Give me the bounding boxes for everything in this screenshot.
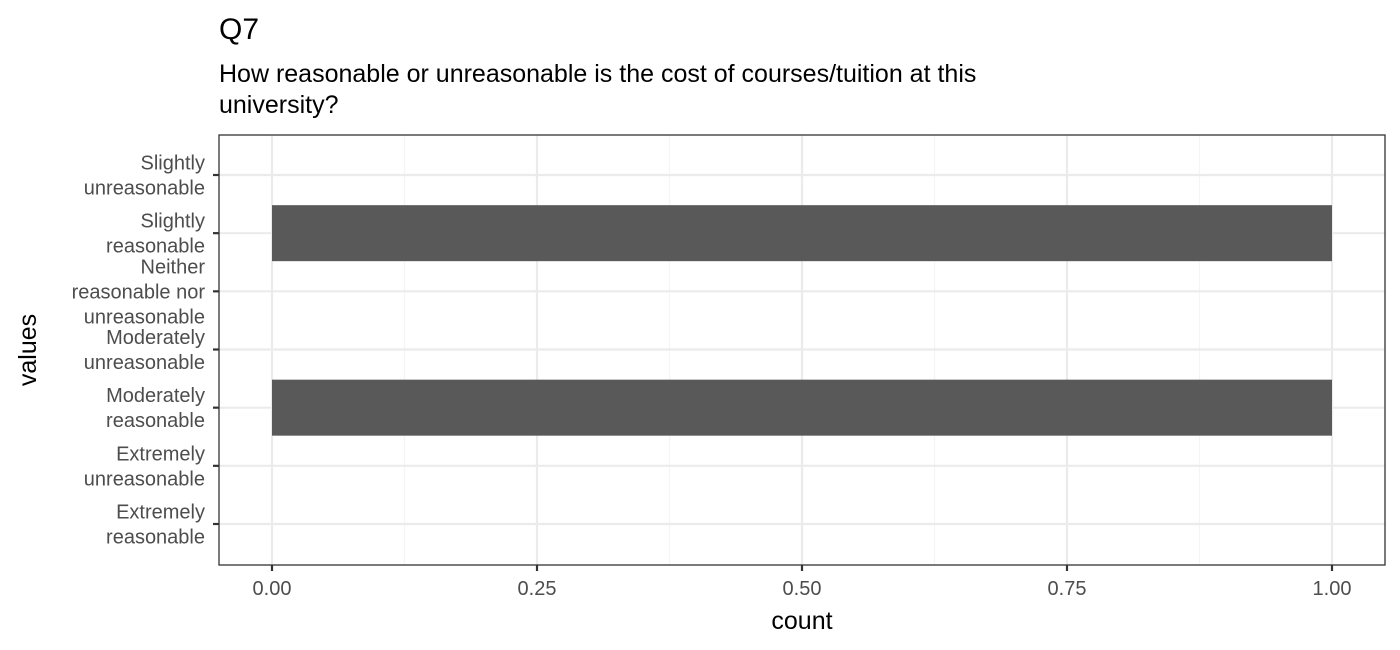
y-tick-label: Neither [141,256,206,278]
chart-title: Q7 [219,13,259,46]
y-tick-label: reasonable [106,410,205,432]
x-tick-label: 0.50 [783,578,822,600]
x-tick-label: 0.75 [1048,578,1087,600]
y-tick-label: unreasonable [84,352,205,374]
chart-subtitle-line-2: university? [219,91,339,119]
y-tick-label: Moderately [106,385,205,407]
y-tick-label: reasonable [106,236,205,258]
plot-panel [218,134,1386,566]
y-tick-label: Extremely [116,443,205,465]
y-tick-label: Slightly [141,211,205,233]
bar [272,379,1332,436]
y-tick-label: reasonable [106,527,205,549]
y-axis-title: values [14,314,42,386]
chart-subtitle-line-1: How reasonable or unreasonable is the co… [219,60,976,88]
y-axis: SlightlyunreasonableSlightlyreasonableNe… [72,153,219,549]
x-tick-label: 0.00 [253,578,292,600]
x-axis: 0.00 0.25 0.50 0.75 1.00 [253,565,1352,600]
x-tick-label: 0.25 [518,578,557,600]
y-tick-label: unreasonable [84,178,205,200]
y-tick-label: unreasonable [84,306,205,328]
x-tick-label: 1.00 [1313,578,1352,600]
y-tick-label: Slightly [141,153,205,175]
y-tick-label: Extremely [116,502,205,524]
y-tick-label: unreasonable [84,468,205,490]
x-axis-title: count [771,607,832,635]
bar [272,205,1332,262]
y-tick-label: Moderately [106,327,205,349]
y-tick-label: reasonable nor [72,281,206,303]
